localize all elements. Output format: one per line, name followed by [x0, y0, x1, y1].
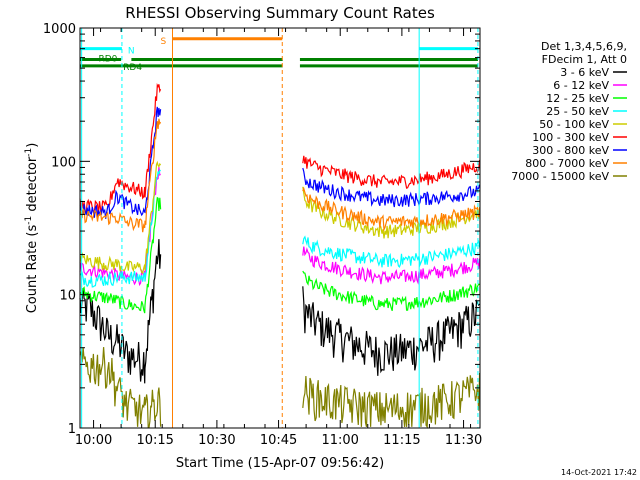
legend-header-line1: Det 1,3,4,5,6,9, [541, 40, 627, 53]
y-axis-label: Count Rate (s-1 detector-1) [24, 143, 40, 314]
y-axis-label-part3: ) [25, 143, 40, 148]
series-line-800-7000-kev-post [302, 186, 481, 232]
series-line-6-12-kev-post [302, 246, 481, 285]
legend-label-300-800-kev: 300 - 800 keV [532, 144, 609, 157]
x-axis-label: Start Time (15-Apr-07 09:56:42) [176, 456, 384, 471]
legend-label-50-100-kev: 50 - 100 keV [539, 118, 609, 131]
series-line-3-6-kev-post [302, 286, 481, 376]
series-line-50-100-kev-pre [79, 160, 162, 275]
y-tick-label: 1000 [43, 22, 76, 37]
x-tick-label: 10:00 [75, 433, 112, 448]
legend-label-100-300-kev: 100 - 300 keV [532, 131, 609, 144]
series-line-3-6-kev-pre [79, 239, 162, 384]
y-axis-label-part1: Count Rate (s [25, 225, 40, 314]
x-tick-label: 10:15 [136, 433, 173, 448]
series-line-12-25-kev-pre [79, 196, 162, 314]
series-line-25-50-kev-post [302, 235, 481, 269]
flag-label-s: S [160, 37, 166, 47]
x-tick-label: 11:00 [321, 433, 358, 448]
legend-label-3-6-kev: 3 - 6 keV [560, 66, 609, 79]
series-line-12-25-kev-post [302, 270, 480, 311]
legend-label-12-25-kev: 12 - 25 keV [546, 92, 609, 105]
legend-label-6-12-kev: 6 - 12 keV [553, 79, 609, 92]
series-line-7000-15000-kev-post [302, 372, 481, 429]
series-line-800-7000-kev-pre [79, 118, 162, 233]
y-tick-label: 10 [59, 289, 76, 304]
y-tick-label: 100 [51, 155, 76, 170]
series-line-7000-15000-kev-pre [79, 347, 162, 428]
axes-layer: 10:00 10:15 10:30 10:45 11:00 11:15 11:30 1 10 10… [43, 22, 482, 448]
flags-layer: N S RD0 RD4 [80, 37, 478, 73]
series-line-25-50-kev-pre [79, 169, 162, 288]
y-axis-label-sup1: -1 [24, 216, 34, 225]
x-tick-label: 11:15 [383, 433, 420, 448]
legend: Det 1,3,4,5,6,9, FDecim 1, Att 0 3 - 6 k… [511, 40, 627, 183]
series-line-50-100-kev-post [302, 186, 481, 239]
series-layer [79, 83, 481, 429]
x-tick-label: 10:45 [260, 433, 297, 448]
chart-title: RHESSI Observing Summary Count Rates [125, 4, 435, 22]
flag-label-rd4: RD4 [123, 63, 142, 73]
legend-header-line2: FDecim 1, Att 0 [542, 53, 627, 66]
legend-label-7000-15000-kev: 7000 - 15000 keV [511, 170, 609, 183]
flag-label-n: N [128, 47, 135, 57]
vlines-layer [81, 28, 479, 428]
y-axis-label-part2: detector [25, 156, 40, 216]
y-axis-label-sup2: -1 [24, 148, 34, 157]
legend-label-25-50-kev: 25 - 50 keV [546, 105, 609, 118]
legend-label-800-7000-kev: 800 - 7000 keV [525, 157, 609, 170]
series-line-300-800-kev-post [302, 167, 481, 208]
x-tick-label: 10:30 [198, 433, 235, 448]
y-tick-label: 1 [68, 422, 76, 437]
footer-date: 14-Oct-2021 17:42 [561, 468, 637, 477]
plot-frame [79, 27, 481, 429]
x-tick-label: 11:30 [445, 433, 482, 448]
series-line-100-300-kev-post [302, 155, 481, 189]
flag-label-rd0: RD0 [98, 55, 117, 65]
